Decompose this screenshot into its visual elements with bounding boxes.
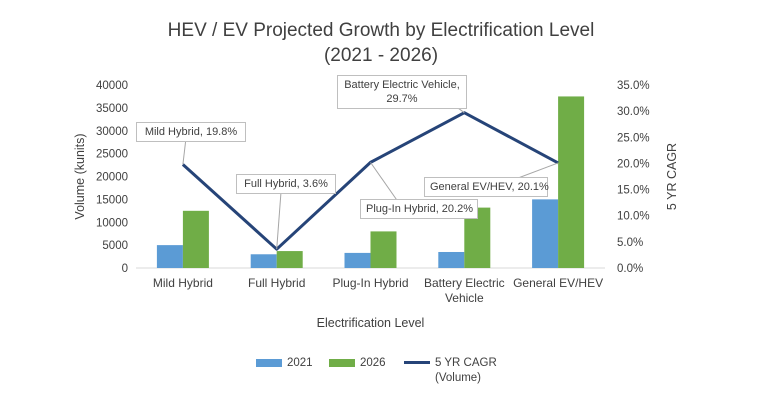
annotation-full-hybrid: Full Hybrid, 3.6% (236, 174, 336, 194)
x-tick-label: Battery Electric (424, 276, 505, 290)
x-tick-label: Mild Hybrid (153, 276, 213, 290)
chart-title-line2: (2021 - 2026) (323, 45, 439, 66)
annotation-bev: Battery Electric Vehicle, 29.7% (337, 75, 467, 109)
legend-swatch-2026 (329, 359, 355, 367)
chart-title-line1: HEV / EV Projected Growth by Electrifica… (167, 20, 595, 41)
legend-swatch-2021 (256, 359, 282, 367)
y-tick-label: 25000 (96, 149, 128, 161)
annotation-plug-in-hybrid: Plug-In Hybrid, 20.2% (360, 199, 478, 219)
y-tick-label: 35000 (96, 103, 128, 115)
y-tick-label: 10000 (96, 217, 128, 229)
bar-2026-0 (182, 210, 209, 268)
y2-tick-label: 30.0% (617, 106, 650, 118)
y2-tick-label: 35.0% (617, 80, 650, 92)
annotation-leader-line (370, 162, 402, 207)
annotation-leader-line (182, 137, 187, 165)
y-tick-label: 20000 (96, 172, 128, 184)
y2-tick-label: 20.0% (617, 158, 650, 170)
x-tick-label: Vehicle (445, 291, 484, 305)
bar-2021-0 (156, 245, 183, 268)
y-tick-label: 30000 (96, 126, 128, 138)
chart-title: HEV / EV Projected Growth by Electrifica… (0, 18, 762, 68)
bar-2021-1 (250, 254, 277, 268)
bar-2021-3 (438, 251, 465, 268)
bar-2021-2 (344, 252, 371, 268)
legend-label-cagr: 5 YR CAGR (Volume) (435, 357, 497, 384)
y2-tick-label: 10.0% (617, 211, 650, 223)
bar-2026-2 (370, 231, 397, 268)
annotation-general-ev-hev: General EV/HEV, 20.1% (424, 177, 549, 197)
y2-tick-label: 0.0% (617, 263, 643, 275)
x-tick-label: Full Hybrid (248, 276, 305, 290)
legend-swatch-cagr (404, 361, 430, 364)
legend-label-2026: 2026 (360, 357, 386, 369)
y2-tick-label: 15.0% (617, 185, 650, 197)
y2-tick-label: 5.0% (617, 237, 643, 249)
y2-tick-label: 25.0% (617, 132, 650, 144)
y-tick-label: 15000 (96, 194, 128, 206)
annotation-mild-hybrid: Mild Hybrid, 19.8% (136, 122, 246, 142)
annotation-leader-line (276, 191, 282, 250)
bar-2021-4 (532, 199, 559, 268)
x-tick-label: General EV/HEV (513, 276, 603, 290)
y-tick-label: 0 (122, 263, 128, 275)
legend-label-2021: 2021 (287, 357, 313, 369)
y-tick-label: 40000 (96, 80, 128, 92)
y2-axis-title: 5 YR CAGR (665, 143, 679, 210)
bar-2026-4 (558, 96, 585, 268)
y-tick-label: 5000 (102, 240, 128, 252)
y-axis-title: Volume (kunits) (73, 133, 87, 219)
x-tick-label: Plug-In Hybrid (332, 276, 408, 290)
x-axis-title: Electrification Level (317, 316, 425, 330)
bar-2026-1 (276, 251, 303, 268)
